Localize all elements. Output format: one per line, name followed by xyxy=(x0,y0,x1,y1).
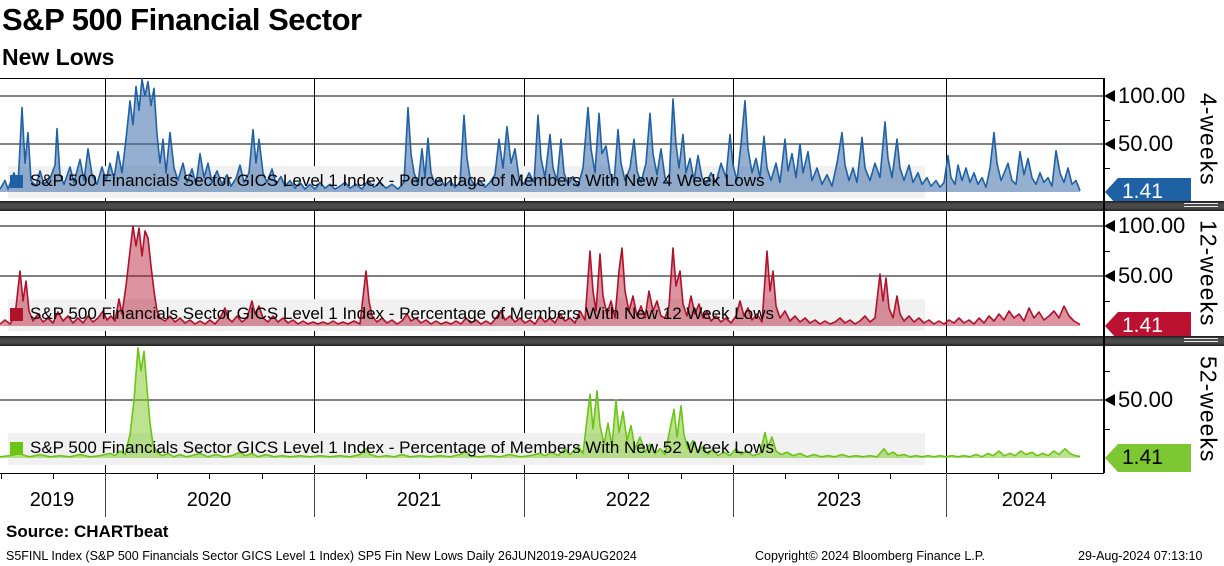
last-value-badge-new-12-week-lows: 1.41 xyxy=(1105,312,1191,340)
y-axis-tick-arrow xyxy=(1104,270,1115,282)
y-axis-tick-arrow xyxy=(1104,220,1115,232)
legend-label: S&P 500 Financials Sector GICS Level 1 I… xyxy=(30,171,765,190)
y-axis-minor-tick xyxy=(1103,429,1110,430)
legend-swatch-icon xyxy=(10,441,23,455)
x-axis-year-tick xyxy=(733,473,734,517)
x-axis-year-label: 2019 xyxy=(29,489,75,511)
y-axis-tick-label: 50.00 xyxy=(1118,131,1174,156)
x-axis-quarter-tick xyxy=(681,473,682,479)
x-axis-quarter-tick xyxy=(998,473,999,479)
x-axis-quarter-tick xyxy=(838,473,839,479)
legend-label: S&P 500 Financials Sector GICS Level 1 I… xyxy=(30,438,774,457)
y-axis-tick-label: 100.00 xyxy=(1118,83,1186,108)
x-axis-quarter-tick xyxy=(53,473,54,479)
x-axis-quarter-tick xyxy=(628,473,629,479)
y-axis-minor-tick xyxy=(1103,168,1110,169)
legend-swatch-icon xyxy=(10,174,23,188)
x-axis-quarter-tick xyxy=(1051,473,1052,479)
x-axis-year-label: 2023 xyxy=(816,489,862,511)
panel-axis-title-new-12-week-lows: 12-weeks xyxy=(1195,220,1222,327)
x-axis-quarter-tick xyxy=(576,473,577,479)
panel-resize-handle-icon[interactable] xyxy=(1184,203,1218,209)
x-axis-quarter-tick xyxy=(157,473,158,479)
y-axis-minor-tick xyxy=(1103,120,1110,121)
y-axis-tick-label: 50.00 xyxy=(1118,263,1174,288)
legend-new-52-week-lows: S&P 500 Financials Sector GICS Level 1 I… xyxy=(10,438,774,458)
panel-separator xyxy=(0,201,1224,211)
legend-new-4-week-lows: S&P 500 Financials Sector GICS Level 1 I… xyxy=(10,171,765,191)
x-axis-line xyxy=(0,473,1104,474)
x-axis-quarter-tick xyxy=(209,473,210,479)
x-axis-quarter-tick xyxy=(366,473,367,479)
legend-label: S&P 500 Financials Sector GICS Level 1 I… xyxy=(30,304,774,323)
x-axis-quarter-tick xyxy=(890,473,891,479)
y-axis-tick-arrow xyxy=(1104,394,1115,406)
x-axis-year-tick xyxy=(946,473,947,517)
footer-copyright: Copyright© 2024 Bloomberg Finance L.P. xyxy=(755,549,985,563)
panel-resize-handle-icon[interactable] xyxy=(1184,338,1218,344)
panel-new-4-week-lows: S&P 500 Financials Sector GICS Level 1 I… xyxy=(0,78,1224,201)
y-axis-minor-tick xyxy=(1103,251,1110,252)
y-axis-minor-tick xyxy=(1103,371,1110,372)
source-label: Source: CHARTbeat xyxy=(6,522,169,541)
footer-security-info: S5FINL Index (S&P 500 Financials Sector … xyxy=(6,549,637,563)
x-axis-year-label: 2020 xyxy=(186,489,232,511)
x-axis-year-label: 2021 xyxy=(396,489,442,511)
x-axis-quarter-tick xyxy=(262,473,263,479)
y-axis-line xyxy=(1103,78,1105,473)
y-axis-tick-arrow xyxy=(1104,138,1115,150)
panel-new-12-week-lows: S&P 500 Financials Sector GICS Level 1 I… xyxy=(0,211,1224,336)
page-subtitle: New Lows xyxy=(2,44,115,70)
panel-new-52-week-lows: S&P 500 Financials Sector GICS Level 1 I… xyxy=(0,346,1224,473)
x-axis-quarter-tick xyxy=(471,473,472,479)
x-axis-year-label: 2022 xyxy=(605,489,651,511)
y-axis-tick-arrow xyxy=(1104,90,1115,102)
panel-axis-title-new-4-week-lows: 4-weeks xyxy=(1195,93,1222,186)
x-axis-quarter-tick xyxy=(419,473,420,479)
x-axis-year-tick xyxy=(524,473,525,517)
x-axis-year-tick xyxy=(105,473,106,517)
y-axis-tick-label: 100.00 xyxy=(1118,213,1186,238)
x-axis-year-label: 2024 xyxy=(1001,489,1047,511)
panel-axis-title-new-52-week-lows: 52-weeks xyxy=(1195,356,1222,463)
legend-new-12-week-lows: S&P 500 Financials Sector GICS Level 1 I… xyxy=(10,304,774,324)
x-axis-quarter-tick xyxy=(1,473,2,479)
y-axis-tick-label: 50.00 xyxy=(1118,387,1174,412)
footer-timestamp: 29-Aug-2024 07:13:10 xyxy=(1078,549,1203,563)
x-axis-year-tick xyxy=(314,473,315,517)
last-value-badge-new-52-week-lows: 1.41 xyxy=(1105,444,1191,472)
y-axis-minor-tick xyxy=(1103,301,1110,302)
x-axis-quarter-tick xyxy=(785,473,786,479)
page-title: S&P 500 Financial Sector xyxy=(2,2,362,37)
panel-separator xyxy=(0,336,1224,346)
legend-swatch-icon xyxy=(10,307,23,321)
